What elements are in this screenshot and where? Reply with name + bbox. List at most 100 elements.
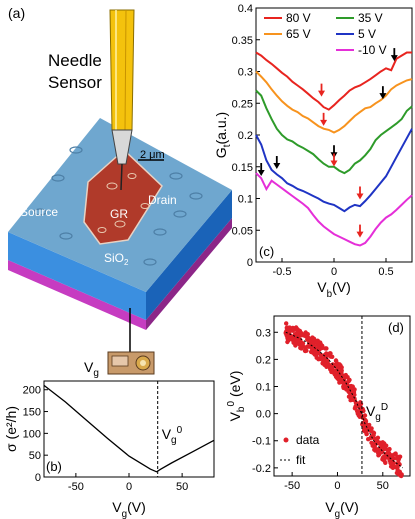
data-point bbox=[312, 352, 318, 357]
data-point bbox=[316, 357, 321, 362]
arrow-head bbox=[356, 231, 364, 238]
x-tick-label: -50 bbox=[68, 481, 84, 493]
y-tick-label: 0.05 bbox=[232, 225, 253, 237]
data-point bbox=[377, 441, 383, 446]
arrow-head bbox=[330, 160, 338, 167]
data-point bbox=[320, 343, 325, 348]
y-tick-label: 0.2 bbox=[256, 354, 271, 366]
y-tick-label: 0.15 bbox=[232, 162, 253, 174]
data-point bbox=[369, 440, 374, 445]
data-point bbox=[343, 381, 348, 386]
needle-label-line1: Needle bbox=[48, 51, 102, 70]
x-tick-label: 50 bbox=[176, 481, 188, 493]
legend-label: 80 V bbox=[286, 11, 311, 25]
x-tick-label: 0 bbox=[331, 266, 337, 278]
conductivity-curve bbox=[43, 384, 215, 473]
y-tick-label: -0.1 bbox=[252, 436, 271, 448]
data-point bbox=[303, 345, 308, 350]
data-point bbox=[333, 374, 339, 379]
y-tick-label: 0.25 bbox=[232, 98, 253, 110]
substrate-blue-side bbox=[146, 190, 232, 320]
data-point bbox=[395, 454, 400, 459]
x-tick-label: 0 bbox=[334, 480, 340, 492]
panel-a-letter: (a) bbox=[8, 5, 25, 21]
panel-letter: (b) bbox=[46, 459, 62, 474]
data-point bbox=[362, 413, 368, 418]
y-axis-label: Vb0 (eV) bbox=[226, 371, 247, 422]
series-line-3 bbox=[255, 128, 413, 213]
data-point bbox=[337, 376, 342, 381]
data-point bbox=[303, 348, 308, 354]
x-tick-label: 0 bbox=[126, 481, 132, 493]
surface-texture bbox=[33, 146, 203, 266]
panel-letter: (d) bbox=[388, 320, 404, 335]
data-point bbox=[366, 425, 372, 431]
dirac-annotation: VgD bbox=[366, 402, 388, 423]
data-point bbox=[305, 335, 310, 341]
x-axis-label: Vg(V) bbox=[112, 499, 145, 519]
data-point bbox=[358, 401, 364, 407]
needle-label-line2: Sensor bbox=[48, 73, 102, 92]
y-tick-label: 0.2 bbox=[238, 130, 253, 142]
legend-label: 65 V bbox=[286, 27, 311, 41]
arrow-head bbox=[390, 55, 398, 62]
needle-sensor bbox=[109, 9, 135, 191]
x-tick-label: -50 bbox=[284, 480, 300, 492]
data-point bbox=[357, 414, 362, 419]
arrow-head bbox=[356, 193, 364, 200]
data-point bbox=[286, 336, 292, 342]
data-point bbox=[294, 332, 299, 337]
data-point bbox=[376, 453, 381, 458]
data-point bbox=[399, 473, 404, 479]
panel-a: (a) Needle Sensor bbox=[8, 5, 232, 379]
data-point bbox=[299, 332, 305, 337]
arrow-head bbox=[318, 90, 326, 97]
data-point bbox=[333, 358, 339, 363]
data-point bbox=[295, 327, 300, 332]
y-axis-label: Gt(a.u.) bbox=[213, 112, 233, 158]
gate-label: Vg bbox=[84, 359, 99, 379]
data-point bbox=[284, 321, 289, 326]
data-point bbox=[343, 372, 348, 378]
y-tick-label: 0.0 bbox=[256, 409, 271, 421]
data-point bbox=[361, 428, 367, 433]
substrate-magenta bbox=[8, 260, 146, 330]
data-point bbox=[349, 397, 355, 402]
y-tick-label: 200 bbox=[23, 385, 41, 397]
data-point bbox=[390, 461, 396, 466]
series-line-4 bbox=[255, 172, 413, 247]
data-point bbox=[284, 328, 289, 334]
plot-frame bbox=[255, 7, 413, 263]
series-line-2 bbox=[255, 89, 413, 175]
panel-d-chart: -0.2 -0.1 0.0 0.1 0.2 0.3 -50 0 50 VgD (d) data fit V… bbox=[226, 315, 411, 519]
arrow-head bbox=[257, 170, 265, 177]
substrate-label: SiO2 bbox=[104, 251, 129, 267]
source-label: Source bbox=[20, 205, 58, 219]
data-point bbox=[324, 346, 329, 351]
y-tick-label: 150 bbox=[23, 407, 41, 419]
data-point bbox=[313, 339, 319, 345]
data-point bbox=[335, 367, 340, 372]
x-tick-label: 50 bbox=[377, 480, 389, 492]
data-point bbox=[386, 452, 391, 458]
y-tick-label: 0.35 bbox=[232, 35, 253, 47]
panel-c-chart: 0 0.05 0.1 0.15 0.2 0.25 0.3 0.35 0.4 -0.5 0 0.5 80 … bbox=[213, 3, 413, 300]
y-tick-label: 0 bbox=[35, 472, 41, 484]
data-point bbox=[337, 380, 342, 385]
data-point bbox=[337, 363, 342, 368]
series-line-1 bbox=[255, 70, 413, 134]
arrow-head bbox=[379, 93, 387, 100]
gate-box bbox=[107, 351, 155, 375]
data-point bbox=[373, 438, 379, 443]
y-tick-label: 50 bbox=[29, 450, 41, 462]
y-tick-label: 0.3 bbox=[238, 67, 253, 79]
legend-data-marker bbox=[283, 437, 289, 443]
data-point bbox=[299, 341, 305, 347]
data-point bbox=[356, 411, 361, 416]
data-point bbox=[324, 364, 329, 369]
data-point bbox=[390, 465, 396, 470]
y-tick-label: 100 bbox=[23, 428, 41, 440]
scale-bar-label: 2 μm bbox=[140, 149, 165, 161]
drain-label: Drain bbox=[148, 193, 177, 207]
